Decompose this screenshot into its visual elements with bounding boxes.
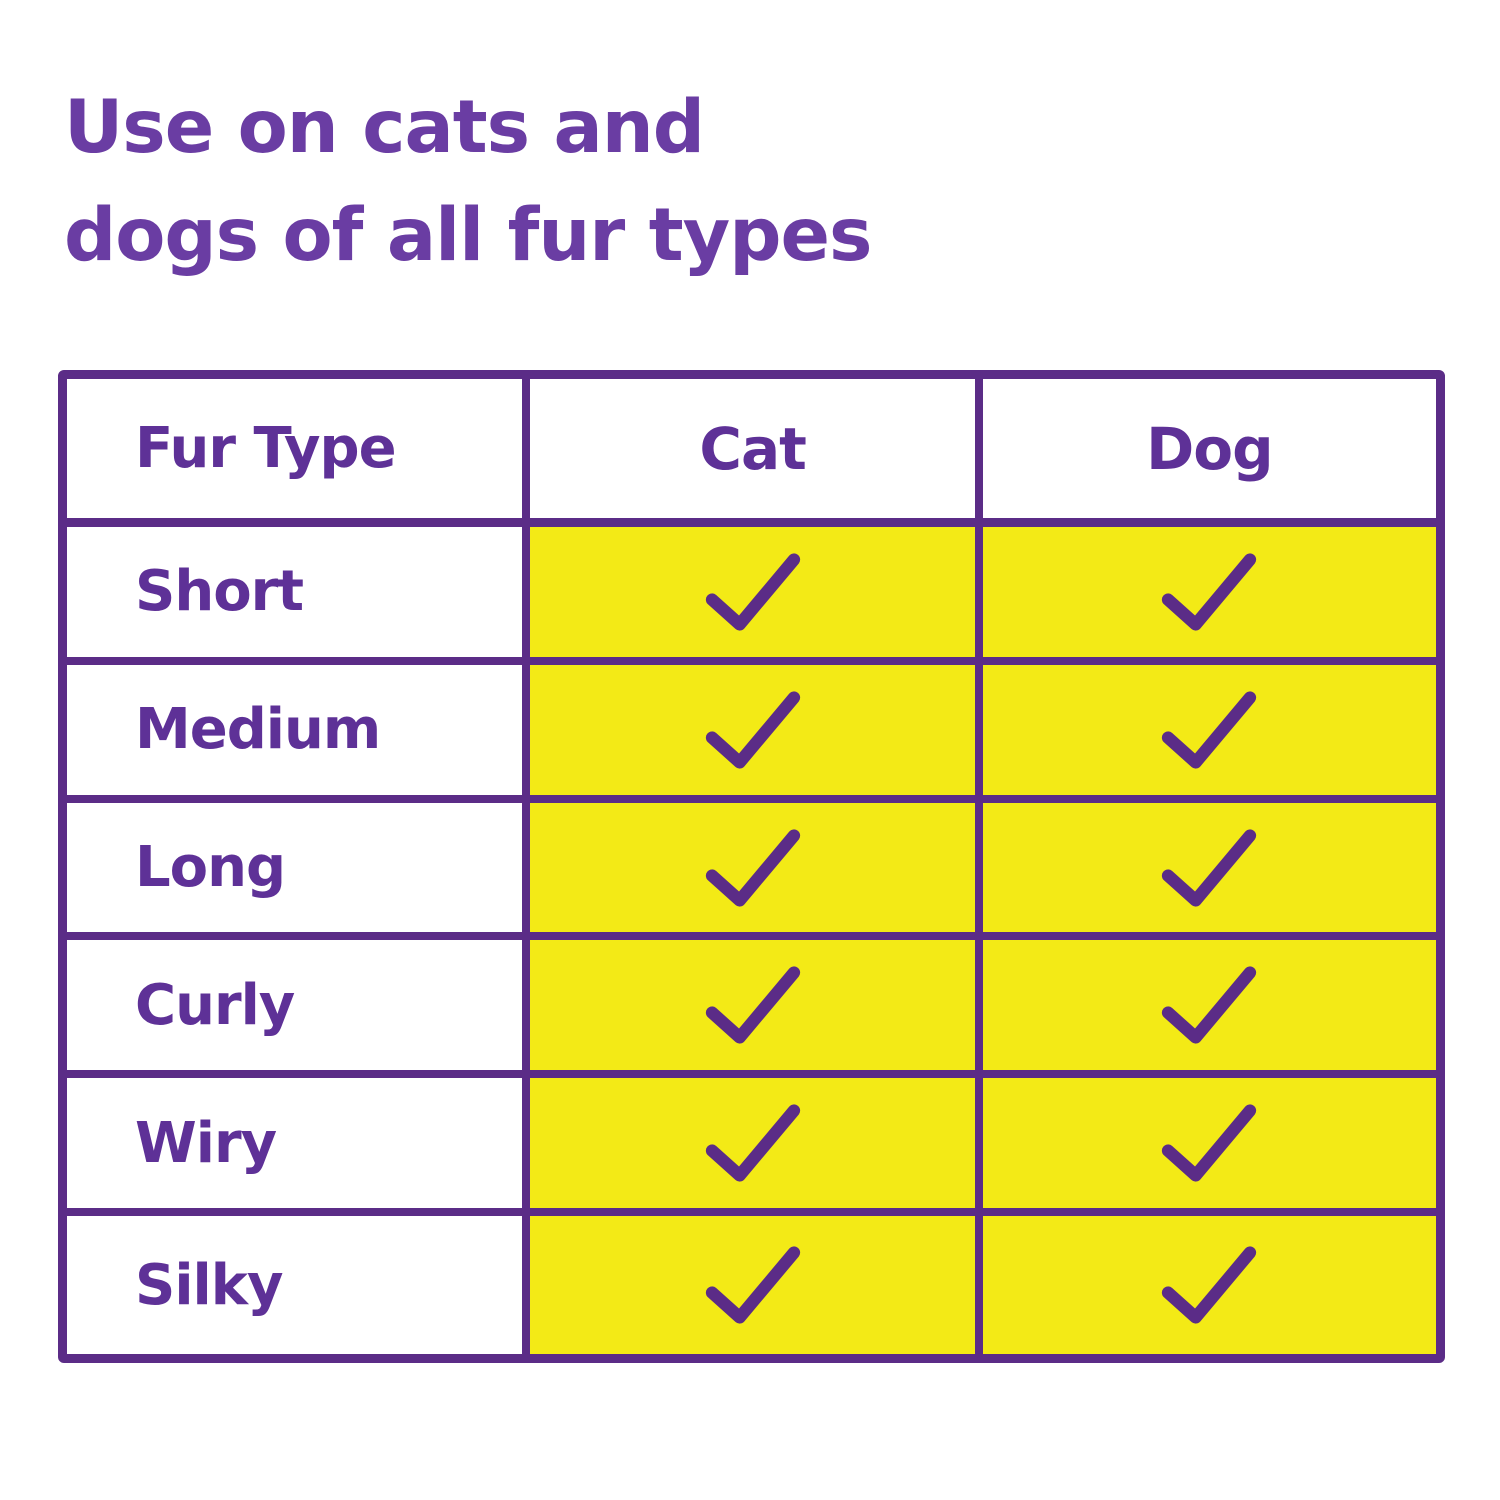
check-icon — [1159, 1103, 1259, 1183]
check-icon — [703, 552, 803, 632]
row-label-medium: Medium — [67, 664, 531, 803]
check-icon — [1159, 552, 1259, 632]
page-title-line-1: Use on cats and — [64, 85, 705, 170]
fur-type-table: Fur Type Cat Dog Short Medium Long Curly — [58, 370, 1445, 1363]
header-cat: Cat — [530, 379, 983, 527]
check-icon — [1159, 965, 1259, 1045]
check-icon — [703, 965, 803, 1045]
check-cell-curly-cat — [530, 940, 983, 1079]
check-cell-long-cat — [530, 802, 983, 941]
page-title: Use on cats and dogs of all fur types — [64, 74, 872, 290]
check-cell-silky-cat — [530, 1216, 983, 1354]
row-label-curly: Curly — [67, 940, 531, 1079]
check-cell-long-dog — [982, 802, 1436, 941]
row-label-wiry: Wiry — [67, 1078, 531, 1217]
row-label-silky: Silky — [67, 1216, 531, 1354]
row-label-short: Short — [67, 527, 531, 665]
check-icon — [703, 1103, 803, 1183]
check-icon — [1159, 1245, 1259, 1325]
check-cell-wiry-dog — [982, 1078, 1436, 1217]
check-cell-silky-dog — [982, 1216, 1436, 1354]
header-fur-type: Fur Type — [67, 379, 531, 527]
check-cell-wiry-cat — [530, 1078, 983, 1217]
check-cell-medium-dog — [982, 664, 1436, 803]
check-cell-medium-cat — [530, 664, 983, 803]
page-title-line-2: dogs of all fur types — [64, 193, 872, 279]
check-cell-short-dog — [982, 527, 1436, 665]
check-cell-short-cat — [530, 527, 983, 665]
check-icon — [703, 690, 803, 770]
check-icon — [703, 1245, 803, 1325]
check-icon — [703, 828, 803, 908]
check-cell-curly-dog — [982, 940, 1436, 1079]
header-dog: Dog — [982, 379, 1436, 527]
check-icon — [1159, 828, 1259, 908]
row-label-long: Long — [67, 802, 531, 941]
check-icon — [1159, 690, 1259, 770]
